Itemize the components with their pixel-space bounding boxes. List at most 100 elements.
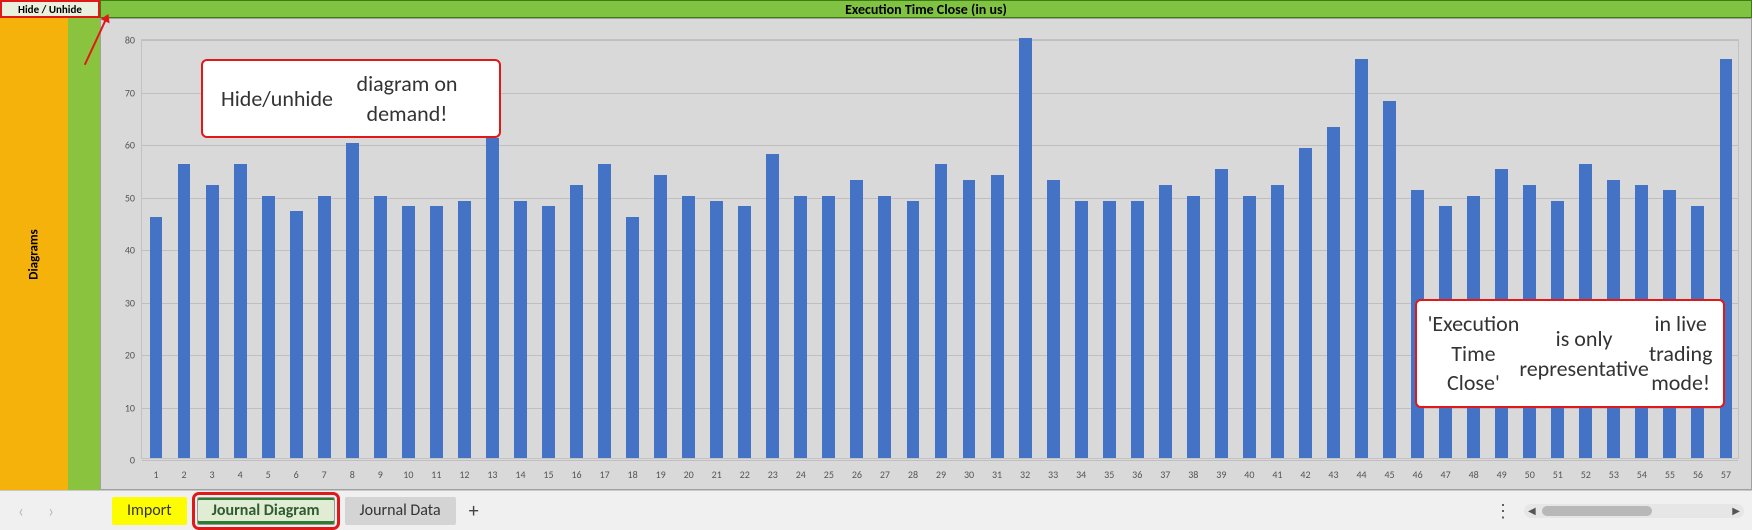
chart-x-label: 3 [210,468,215,481]
sheet-tabs: Import Journal Diagram Journal Data [112,497,456,525]
callout-exec-time: 'Execution Time Close'is only representa… [1415,299,1725,408]
chart-x-label: 9 [378,468,383,481]
chart-x-label: 10 [403,468,413,481]
chart-bar [1187,196,1200,459]
chart-x-label: 12 [459,468,469,481]
chart-bar [1271,185,1284,458]
chart-bar [682,196,695,459]
callout-line: in live trading mode! [1649,309,1713,398]
chart-bar [402,206,415,458]
chart-x-label: 33 [1048,468,1058,481]
chart-x-label: 19 [656,468,666,481]
tab-nav-prev[interactable]: ‹ [8,498,34,524]
chart-x-label: 16 [571,468,581,481]
chart-bar [738,206,751,458]
chart-bar [850,180,863,458]
chart-x-label: 39 [1216,468,1226,481]
chart-bar [878,196,891,459]
chart-y-label: 80 [101,34,135,47]
chart-x-label: 18 [628,468,638,481]
sheet-tab-import[interactable]: Import [112,497,187,525]
chart-y-label: 50 [101,191,135,204]
chart-bar [430,206,443,458]
chart-x-label: 30 [964,468,974,481]
chart-bar [318,196,331,459]
add-sheet-button[interactable]: + [460,497,488,525]
chart-x-label: 7 [322,468,327,481]
tab-right-controls: ⋮ ◀ ▶ [1494,500,1744,522]
sheet-tab-journal-data[interactable]: Journal Data [345,497,456,525]
chart-x-label: 43 [1328,468,1338,481]
scroll-left-icon[interactable]: ◀ [1524,504,1540,517]
scroll-right-icon[interactable]: ▶ [1728,504,1744,517]
chart-bar [150,217,163,459]
chart-bar [654,175,667,459]
chart-y-label: 20 [101,349,135,362]
chart-title-bar: Execution Time Close (in us) [100,0,1752,18]
horizontal-scrollbar[interactable]: ◀ ▶ [1524,504,1744,518]
chart-y-label: 0 [101,454,135,467]
chart-bar [1103,201,1116,458]
chart-bar [766,154,779,459]
chart-x-label: 34 [1076,468,1086,481]
chart-x-label: 22 [740,468,750,481]
chart-bar [1215,169,1228,458]
chart-gridline [142,40,1738,41]
chart-x-label: 32 [1020,468,1030,481]
chart-bar [1159,185,1172,458]
callout-line: is only representative [1519,324,1648,383]
chart-y-label: 30 [101,296,135,309]
hide-unhide-label: Hide / Unhide [18,3,82,16]
chart-x-label: 20 [684,468,694,481]
chart-bar [458,201,471,458]
chart-x-label: 35 [1104,468,1114,481]
chart-bar [822,196,835,459]
callout-line: diagram on demand! [333,69,481,128]
chart-title: Execution Time Close (in us) [845,1,1007,18]
callout-line: 'Execution Time Close' [1428,309,1520,398]
chart-x-label: 29 [936,468,946,481]
scrollbar-thumb[interactable] [1542,506,1652,516]
chart-x-label: 47 [1441,468,1451,481]
tab-options-icon[interactable]: ⋮ [1494,500,1514,522]
chart-x-label: 45 [1384,468,1394,481]
chart-x-label: 21 [712,468,722,481]
sheet-tab-journal-diagram[interactable]: Journal Diagram [197,497,335,525]
chart-x-label: 17 [600,468,610,481]
chart-x-label: 4 [238,468,243,481]
chart-bar [907,201,920,458]
chart-x-label: 8 [350,468,355,481]
chart-bar [234,164,247,458]
chart-x-label: 40 [1244,468,1254,481]
chart-bar [1047,180,1060,458]
side-column[interactable]: Diagrams [0,18,68,490]
chart-x-label: 37 [1160,468,1170,481]
chart-x-label: 14 [515,468,525,481]
chart-bar [290,211,303,458]
chart-x-label: 38 [1188,468,1198,481]
chart-x-label: 46 [1413,468,1423,481]
chart-bar [1299,148,1312,458]
hide-unhide-button[interactable]: Hide / Unhide [0,0,100,18]
chart-bar [262,196,275,459]
chart-x-label: 52 [1581,468,1591,481]
chart-bar [1355,59,1368,458]
chart-bar [542,206,555,458]
chart-bar [963,180,976,458]
chart-bar [991,175,1004,459]
chart-y-label: 40 [101,244,135,257]
chart-x-label: 11 [431,468,441,481]
chart-x-label: 2 [182,468,187,481]
chart-x-label: 36 [1132,468,1142,481]
chart-bar [346,143,359,458]
chart-bar [206,185,219,458]
chart-x-label: 56 [1693,468,1703,481]
chart-x-label: 44 [1356,468,1366,481]
tab-nav-next[interactable]: › [38,498,64,524]
chart-x-label: 23 [768,468,778,481]
chart-bar [1131,201,1144,458]
chart-x-label: 53 [1609,468,1619,481]
chart-x-label: 25 [824,468,834,481]
chart-x-label: 57 [1721,468,1731,481]
chart-x-label: 15 [543,468,553,481]
